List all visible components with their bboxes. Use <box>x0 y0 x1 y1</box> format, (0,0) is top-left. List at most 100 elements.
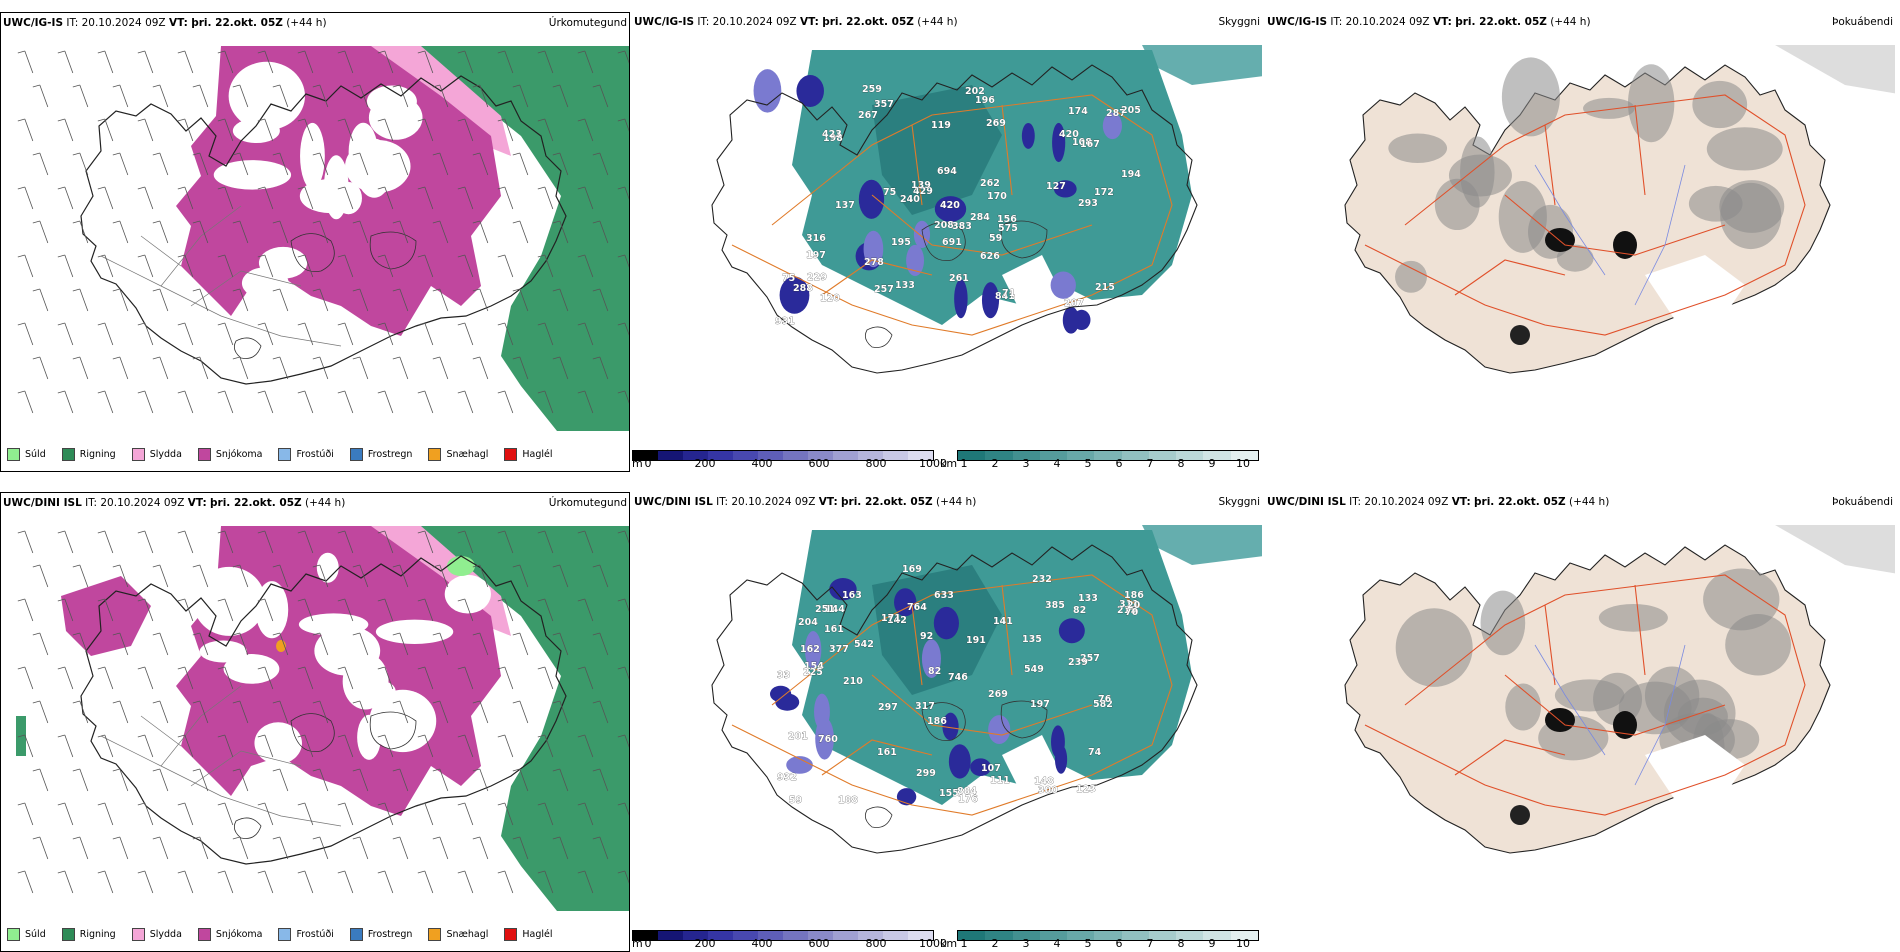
legend-label: Frostúði <box>296 449 334 460</box>
colorbar-segment <box>1203 931 1231 940</box>
visibility-tick: 1 <box>960 937 968 950</box>
precip-legend-item: Haglél <box>504 928 553 941</box>
it-label: IT: <box>697 16 710 28</box>
visibility-value-label: 582 <box>1093 699 1113 710</box>
visibility-value-label: 144 <box>825 604 845 615</box>
panel-field-name: Skyggni <box>1218 496 1261 508</box>
panel-title: UWC/IG-IS IT: 20.10.2024 09Z VT: þri. 22… <box>1267 16 1591 28</box>
visibility-value-label: 133 <box>1078 593 1098 604</box>
panel-field-name: Úrkomutegund <box>548 17 627 29</box>
legend-label: Frostregn <box>367 929 413 940</box>
visibility-tick: 9 <box>1208 937 1216 950</box>
lead-time: (+44 h) <box>1550 16 1591 28</box>
visibility-value-label: 311 <box>1119 599 1139 610</box>
visibility-value-label: 188 <box>838 795 858 806</box>
visibility-tick: 8 <box>1177 937 1185 950</box>
legend-swatch <box>278 448 292 461</box>
visibility-value-label: 549 <box>1024 664 1044 675</box>
visibility-value-label: 694 <box>937 166 957 177</box>
visibility-value-label: 82 <box>928 666 941 677</box>
precip-legend-item: Frostregn <box>349 448 413 461</box>
legend-swatch <box>278 928 292 941</box>
visibility-value-label: 215 <box>1117 605 1137 616</box>
visibility-value-label: 20 <box>1127 600 1141 611</box>
lead-time: (+44 h) <box>917 16 958 28</box>
colorbar-segment <box>1148 931 1177 940</box>
precip-legend-item: Snjókoma <box>197 928 262 941</box>
visibility-value-label: 75 <box>782 273 795 284</box>
visibility-value-label: 269 <box>986 118 1006 129</box>
visibility-value-label: 278 <box>864 257 884 268</box>
visibility-value-label: 198 <box>823 133 843 144</box>
colorbar-segment <box>808 931 833 940</box>
visibility-value-label: 197 <box>806 250 826 261</box>
legend-swatch <box>197 928 211 941</box>
fog-index-panel: UWC/IG-IS IT: 20.10.2024 09Z VT: þri. 22… <box>1265 12 1895 472</box>
legend-label: Haglél <box>522 449 553 460</box>
visibility-value-label: 207 <box>1064 298 1084 309</box>
fog-index-map <box>1344 45 1895 374</box>
visibility-value-label: 139 <box>911 180 931 191</box>
it-value: 20.10.2024 09Z <box>100 497 185 509</box>
panel-field-name: Skyggni <box>1218 16 1261 28</box>
legend-label: Slydda <box>149 449 182 460</box>
colorbar-segment <box>1039 931 1068 940</box>
visibility-value-label: 297 <box>878 702 898 713</box>
vt-value: þri. 22.okt. 05Z <box>191 17 283 29</box>
panel-title: UWC/IG-IS IT: 20.10.2024 09Z VT: þri. 22… <box>634 16 958 28</box>
legend-swatch <box>504 448 518 461</box>
legend-label: Snæhagl <box>446 449 489 460</box>
terrain-tick: 0 <box>644 937 652 950</box>
visibility-value-label: 127 <box>1046 181 1066 192</box>
visibility-value-label: 71 <box>1002 288 1015 299</box>
colorbar-segment <box>985 451 1013 460</box>
colorbar-segment <box>658 451 683 460</box>
visibility-value-label: 240 <box>900 194 920 205</box>
legend-swatch <box>7 448 20 461</box>
visibility-value-label: 75 <box>883 187 896 198</box>
colorbar-segment <box>658 931 683 940</box>
legend-label: Rigning <box>79 449 116 460</box>
visibility-map: 267 172 429 207 197 198 170 257 195 287 420 357 423 2… <box>711 45 1262 374</box>
visibility-tick: 10 <box>1236 457 1250 470</box>
it-value: 20.10.2024 09Z <box>1364 496 1449 508</box>
colorbar-segment <box>1012 451 1040 460</box>
legend-swatch <box>131 448 145 461</box>
legend-label: Haglél <box>522 929 553 940</box>
terrain-tick: 0 <box>644 457 652 470</box>
visibility-tick: 6 <box>1115 937 1123 950</box>
colorbar-segment <box>1067 451 1095 460</box>
it-label: IT: <box>66 17 79 29</box>
visibility-value-label: 284 <box>970 212 990 223</box>
visibility-value-label: 161 <box>877 747 897 758</box>
legend-label: Snjókoma <box>215 449 263 460</box>
visibility-value-label: 170 <box>987 191 1007 202</box>
colorbar-segment <box>908 451 933 460</box>
lead-time: (+44 h) <box>1568 496 1610 508</box>
terrain-tick: 200 <box>694 457 716 470</box>
visibility-value-label: 148 <box>1034 776 1054 787</box>
terrain-tick: 800 <box>865 937 887 950</box>
visibility-value-label: 210 <box>843 676 863 687</box>
visibility-value-label: 429 <box>913 186 933 197</box>
vt-label: VT: <box>1451 496 1471 508</box>
lead-time: (+44 h) <box>304 497 346 509</box>
visibility-value-label: 82 <box>1073 605 1086 616</box>
vt-value: þri. 22.okt. 05Z <box>822 16 914 28</box>
visibility-value-label: 76 <box>1098 694 1112 705</box>
visibility-value-label: 163 <box>842 590 862 601</box>
visibility-tick: 7 <box>1146 937 1154 950</box>
colorbar-segment <box>783 931 808 940</box>
visibility-tick: 3 <box>1022 457 1030 470</box>
visibility-value-label: 194 <box>1121 169 1141 180</box>
visibility-value-label: 156 <box>997 214 1017 225</box>
legend-label: Frostúði <box>296 929 334 940</box>
vt-label: VT: <box>187 497 207 509</box>
visibility-value-label: 841 <box>995 291 1015 302</box>
legend-label: Frostregn <box>367 449 413 460</box>
visibility-value-label: 174 <box>1068 106 1088 117</box>
visibility-value-label: 142 <box>887 615 907 626</box>
visibility-value-label: 111 <box>990 775 1010 786</box>
visibility-value-label: 257 <box>874 284 894 295</box>
colorbar-segment <box>883 931 908 940</box>
